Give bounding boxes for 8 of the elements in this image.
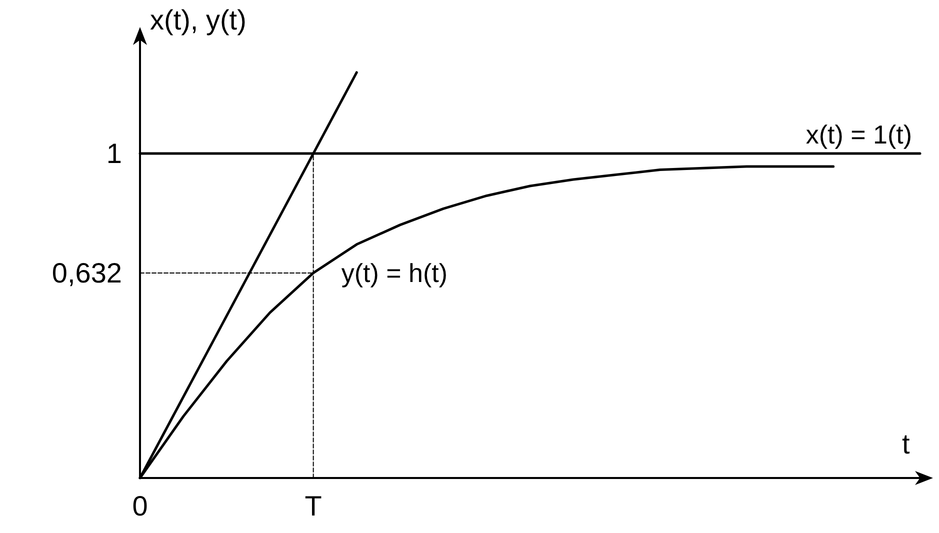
y-axis-title: x(t), y(t) <box>150 4 246 36</box>
y-tick-label: 0,632 <box>52 257 122 288</box>
x-tick-label: T <box>304 490 322 522</box>
x-tick-label: 0 <box>132 490 148 522</box>
x-axis-title: t <box>902 428 910 460</box>
annotation: y(t) = h(t) <box>341 258 448 288</box>
series-label: x(t) = 1(t) <box>806 120 912 150</box>
y-tick-label: 1 <box>106 138 122 170</box>
